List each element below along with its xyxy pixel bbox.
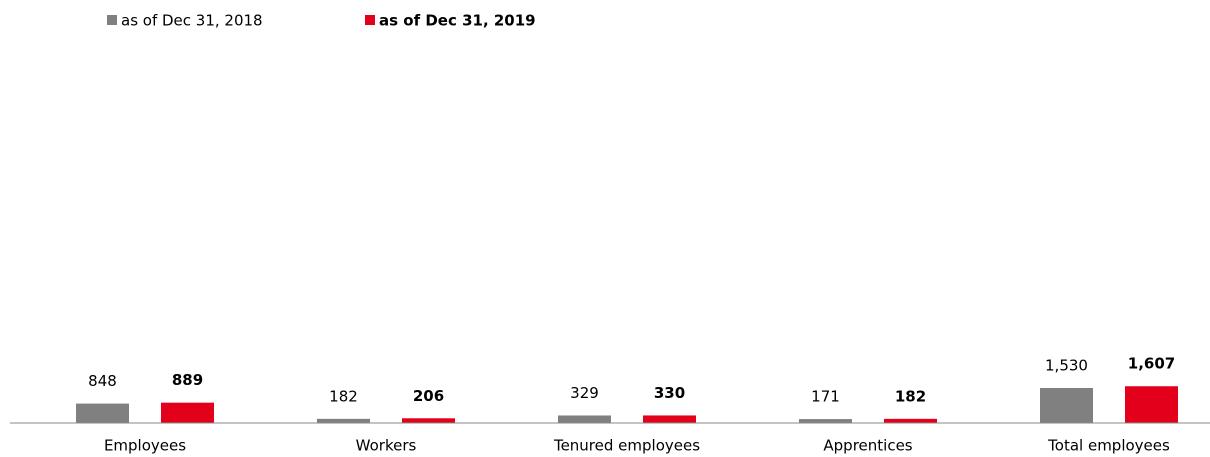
x-tick-label: Employees (104, 437, 186, 455)
x-tick-label: Apprentices (823, 437, 912, 455)
value-label: 889 (172, 371, 203, 389)
value-label: 329 (570, 384, 599, 402)
bar (76, 403, 129, 423)
legend-swatch (107, 15, 117, 25)
x-tick-label: Tenured employees (553, 437, 700, 455)
bar (558, 415, 611, 423)
value-label: 182 (895, 387, 926, 405)
value-label: 1,607 (1128, 355, 1175, 373)
legend-swatch (365, 15, 375, 25)
legend-label: as of Dec 31, 2019 (379, 12, 536, 30)
legend-label: as of Dec 31, 2018 (121, 12, 263, 30)
value-label: 848 (88, 372, 117, 390)
x-tick-label: Workers (356, 437, 417, 455)
value-label: 1,530 (1045, 357, 1088, 375)
bar (317, 418, 370, 423)
bar (884, 418, 937, 423)
bar (643, 415, 696, 423)
value-label: 182 (329, 387, 358, 405)
value-label: 171 (811, 388, 840, 406)
value-label: 206 (413, 387, 444, 405)
bar (1125, 386, 1178, 423)
bar (402, 418, 455, 423)
value-label: 330 (654, 384, 685, 402)
x-tick-label: Total employees (1047, 437, 1170, 455)
bar (799, 419, 852, 423)
bar (1040, 388, 1093, 423)
bar (161, 402, 214, 423)
